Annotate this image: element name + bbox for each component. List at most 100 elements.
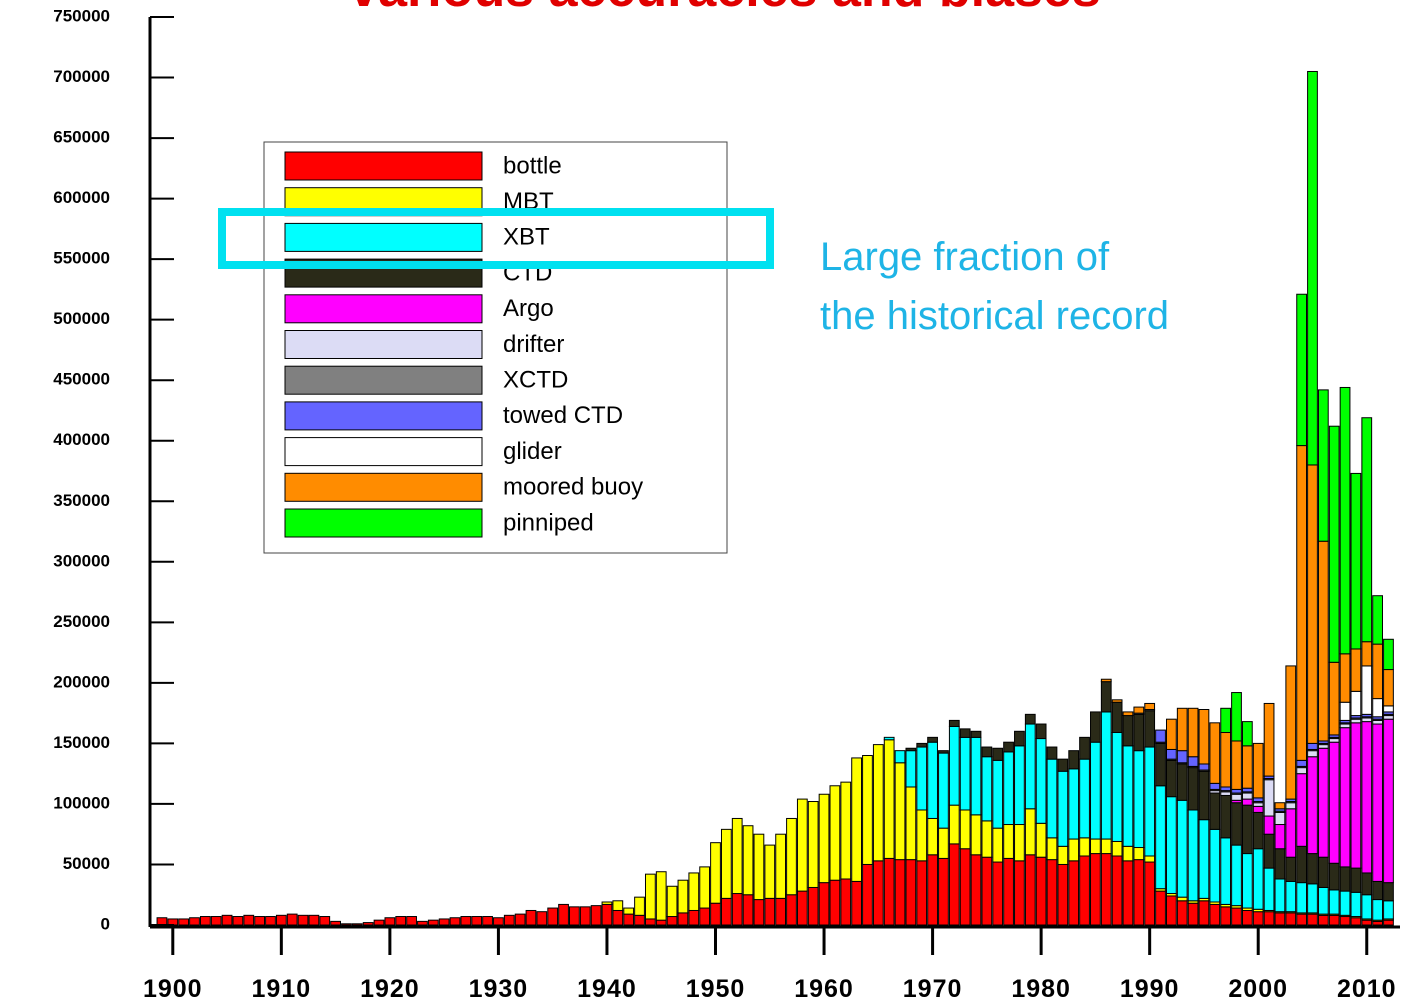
bar-segment xyxy=(1350,917,1362,926)
bar-segment xyxy=(1079,758,1090,839)
bar-segment xyxy=(1350,472,1362,650)
x-tick-label: 1960 xyxy=(794,975,854,1002)
bar-segment xyxy=(1133,859,1145,926)
bar-segment xyxy=(796,798,808,892)
bar-segment xyxy=(1241,721,1253,747)
bar-segment xyxy=(601,901,613,905)
bar-segment xyxy=(1090,711,1101,743)
bar-segment xyxy=(1296,759,1308,767)
bar-segment xyxy=(1383,715,1394,720)
bar-segment xyxy=(699,866,711,909)
bar-segment xyxy=(1274,811,1286,826)
bar-segment xyxy=(395,916,407,926)
bar-segment xyxy=(786,817,797,896)
bar-segment xyxy=(1144,855,1156,863)
bar-segment xyxy=(199,916,211,926)
bar-segment xyxy=(927,741,938,819)
bar-segment xyxy=(1328,425,1340,663)
bar-segment xyxy=(1176,896,1188,902)
bar-segment xyxy=(894,762,906,861)
bar-segment xyxy=(938,857,949,926)
bar-segment xyxy=(1144,710,1156,748)
bar-segment xyxy=(1274,802,1286,810)
bar-segment xyxy=(1220,906,1232,926)
bar-segment xyxy=(1361,721,1373,874)
bar-segment xyxy=(818,882,830,926)
x-tick-label: 1920 xyxy=(360,975,420,1002)
x-tick-label: 1980 xyxy=(1011,975,1071,1002)
bar-segment xyxy=(1231,740,1242,790)
y-tick-label: 600000 xyxy=(53,188,110,207)
x-tick-label: 1910 xyxy=(252,975,312,1002)
legend-label: drifter xyxy=(503,331,564,358)
bar-segment xyxy=(1328,914,1340,926)
bar-segment xyxy=(938,752,949,829)
bar-segment xyxy=(927,854,938,926)
bar-segment xyxy=(992,759,1004,829)
bar-segment xyxy=(1252,802,1264,807)
bar-segment xyxy=(1187,707,1199,758)
bar-segment xyxy=(829,879,841,926)
legend-label: moored buoy xyxy=(503,474,643,501)
bar-segment xyxy=(634,914,645,926)
bar-segment xyxy=(569,906,580,926)
bar-segment xyxy=(558,903,569,926)
bar-segment xyxy=(1285,856,1297,882)
bar-segment xyxy=(634,896,645,916)
bar-segment xyxy=(1209,722,1221,784)
bar-segment xyxy=(1350,891,1362,918)
bar-segment xyxy=(916,860,928,926)
bar-segment xyxy=(1176,763,1188,801)
y-tick-label: 400000 xyxy=(53,430,110,449)
bar-segment xyxy=(981,756,993,822)
bar-segment xyxy=(1133,706,1145,714)
bar-segment xyxy=(330,920,341,926)
bar-segment xyxy=(1350,867,1362,893)
bar-segment xyxy=(1155,785,1166,890)
x-tick-label: 2000 xyxy=(1228,975,1288,1002)
bar-segment xyxy=(1209,828,1221,903)
x-tick-label: 1970 xyxy=(903,975,963,1002)
bar-segment xyxy=(1317,886,1329,915)
bar-segment xyxy=(970,814,982,856)
bar-segment xyxy=(959,736,971,811)
bar-segment xyxy=(1231,788,1242,794)
legend-label: XCTD xyxy=(503,367,568,394)
x-tick-label: 1990 xyxy=(1120,975,1180,1002)
bar-segment xyxy=(677,912,689,926)
bar-segment xyxy=(1100,838,1112,855)
bar-segment xyxy=(1296,445,1308,761)
bar-segment xyxy=(623,913,635,926)
bar-segment xyxy=(1339,701,1351,721)
bar-segment xyxy=(916,742,928,748)
bar-segment xyxy=(938,750,949,754)
bar-segment xyxy=(460,916,472,926)
bar-segment xyxy=(710,842,721,904)
bar-segment xyxy=(786,894,797,926)
bar-segment xyxy=(1263,867,1275,911)
annotation: Large fraction of xyxy=(820,235,1110,279)
bar-segment xyxy=(1383,919,1394,926)
bar-segment xyxy=(1111,840,1123,857)
bar-segment xyxy=(905,786,917,861)
x-tick-label: 1940 xyxy=(577,975,637,1002)
bar-segment xyxy=(1014,745,1025,826)
bar-segment xyxy=(1057,758,1069,772)
bar-segment xyxy=(1241,792,1253,800)
bar-segment xyxy=(438,918,450,926)
bar-segment xyxy=(883,736,895,741)
bar-segment xyxy=(1209,903,1221,926)
bar-segment xyxy=(840,878,852,926)
bar-segment xyxy=(894,750,906,764)
bar-segment xyxy=(992,747,1004,761)
bar-segment xyxy=(1176,707,1188,752)
bar-segment xyxy=(1252,848,1264,910)
bar-segment xyxy=(1209,792,1221,830)
bar-segment xyxy=(1263,815,1275,835)
bar-segment xyxy=(471,916,483,926)
bar-segment xyxy=(1252,811,1264,850)
bar-segment xyxy=(1165,796,1177,895)
bar-segment xyxy=(1155,890,1166,926)
bar-segment xyxy=(1361,641,1373,667)
